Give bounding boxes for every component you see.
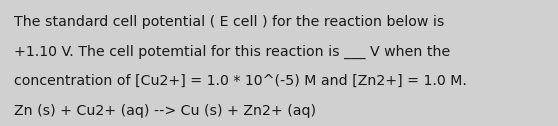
Text: The standard cell potential ( E cell ) for the reaction below is: The standard cell potential ( E cell ) f… [14, 15, 444, 29]
Text: +1.10 V. The cell potemtial for this reaction is ___ V when the: +1.10 V. The cell potemtial for this rea… [14, 45, 450, 59]
Text: Zn (s) + Cu2+ (aq) --> Cu (s) + Zn2+ (aq): Zn (s) + Cu2+ (aq) --> Cu (s) + Zn2+ (aq… [14, 104, 316, 118]
Text: concentration of [Cu2+] = 1.0 * 10^(-5) M and [Zn2+] = 1.0 M.: concentration of [Cu2+] = 1.0 * 10^(-5) … [14, 74, 467, 88]
